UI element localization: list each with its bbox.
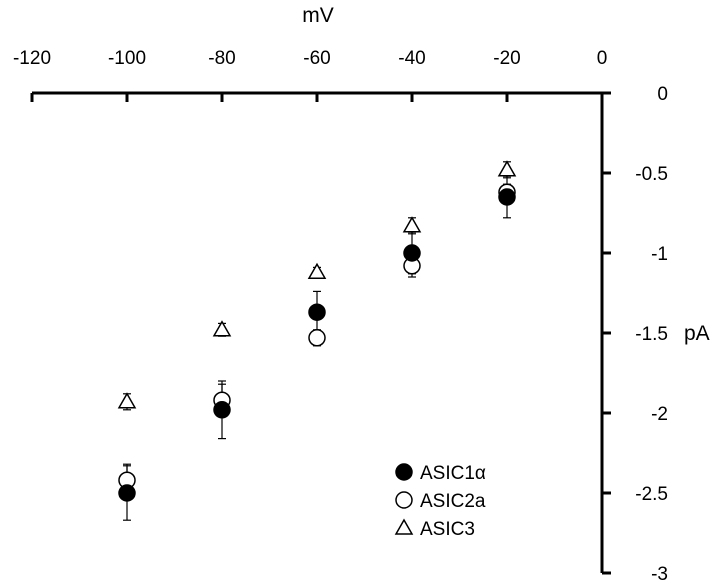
data-marks [117,160,517,521]
data-point [307,262,327,279]
data-point [308,329,326,347]
legend-marker [394,518,414,535]
y-tick-label: -1.5 [635,324,668,345]
data-point [212,320,232,337]
x-tick-label: -80 [208,48,235,69]
data-point [213,401,231,419]
x-tick-label: -60 [303,48,330,69]
legend: ASIC1α ASIC2a ASIC3 [394,463,486,540]
y-tick-label: 0 [657,84,668,105]
x-tick-label: -100 [108,48,146,69]
x-tick-label: -20 [493,48,520,69]
y-tick-label: -0.5 [635,164,668,185]
legend-label: ASIC1α [420,463,486,484]
data-point [118,484,136,502]
y-tick-label: -2.5 [635,484,668,505]
legend-marker [395,463,413,481]
data-point [498,188,516,206]
x-tick-label: 0 [597,48,608,69]
data-point [117,392,137,409]
y-axis-title: pA [684,322,710,345]
data-point [308,303,326,321]
y-tick-label: -1 [651,244,668,265]
y-tick-label: -2 [651,404,668,425]
legend-label: ASIC3 [420,519,475,540]
x-tick-label: -120 [13,48,51,69]
legend-marker [395,491,413,509]
x-axis-title: mV [302,4,334,27]
data-point [403,244,421,262]
axes: -120 -100 -80 -60 -40 -20 0 mV 0 -0.5 -1 -1.5 -2 -2.5… [13,4,710,585]
x-tick-label: -40 [398,48,425,69]
legend-label: ASIC2a [420,491,486,512]
y-tick-label: -3 [651,564,668,585]
data-point [497,160,517,177]
data-point [402,216,422,233]
